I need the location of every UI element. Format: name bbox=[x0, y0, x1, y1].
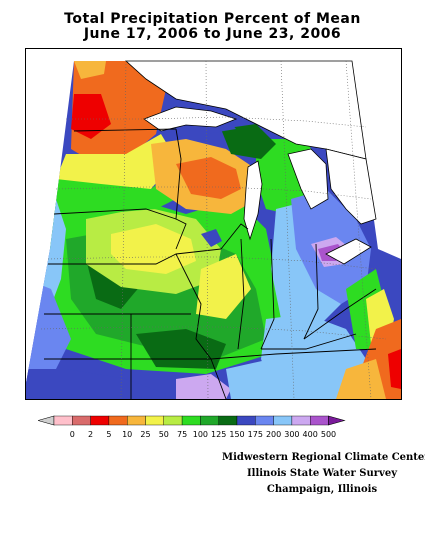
precip-zone-red-southeast bbox=[388, 349, 401, 389]
precip-zone-blue-iowa-spot bbox=[201, 229, 222, 247]
legend-label: 200 bbox=[266, 430, 281, 439]
lake-huron bbox=[287, 148, 329, 210]
legend-swatch bbox=[291, 415, 311, 426]
legend-swatch bbox=[108, 415, 128, 426]
ontario-white bbox=[325, 148, 377, 225]
precip-zone-lightblue-south bbox=[226, 359, 281, 399]
legend-swatch bbox=[273, 415, 293, 426]
lake-erie bbox=[325, 238, 372, 265]
legend-swatch bbox=[145, 415, 164, 426]
great-lakes bbox=[124, 60, 377, 265]
legend-arrow-high bbox=[328, 415, 346, 426]
legend-label: 125 bbox=[211, 430, 226, 439]
lake-superior bbox=[143, 106, 238, 132]
legend-label: 175 bbox=[248, 430, 263, 439]
precip-zone-green-north bbox=[52, 169, 196, 214]
legend-swatch bbox=[218, 415, 238, 426]
legend-label: 400 bbox=[303, 430, 318, 439]
legend-label: 150 bbox=[229, 430, 244, 439]
canada-upper-white bbox=[124, 60, 367, 160]
credit-line-1: Midwestern Regional Climate Center bbox=[222, 452, 425, 463]
credits: Midwestern Regional Climate Center Illin… bbox=[222, 450, 425, 498]
legend-label: 75 bbox=[177, 430, 187, 439]
legend-swatch bbox=[90, 415, 110, 426]
legend-swatch bbox=[163, 415, 183, 426]
map-title: Total Precipitation Percent of Mean June… bbox=[0, 12, 425, 42]
precip-zone-darkgreen-upper bbox=[221, 124, 276, 159]
graticule bbox=[40, 60, 387, 399]
legend-label: 25 bbox=[140, 430, 150, 439]
legend-swatch bbox=[200, 415, 219, 426]
credit-line-3: Champaign, Illinois bbox=[266, 484, 378, 495]
state-boundaries bbox=[44, 128, 377, 399]
precip-zone-lightorange-southeast bbox=[336, 359, 386, 399]
legend-swatch bbox=[72, 415, 91, 426]
legend-label: 10 bbox=[122, 430, 132, 439]
legend-label: 300 bbox=[284, 430, 299, 439]
precip-zone-orange-north bbox=[71, 61, 166, 164]
legend-label: 500 bbox=[321, 430, 336, 439]
lake-michigan bbox=[243, 160, 263, 241]
legend-label: 50 bbox=[159, 430, 169, 439]
title-line-2: June 17, 2006 to June 23, 2006 bbox=[83, 26, 342, 42]
precip-zone-purple-south bbox=[176, 374, 231, 399]
legend-swatch bbox=[236, 415, 256, 426]
legend-swatch bbox=[255, 415, 274, 426]
precip-zone-yellow-inner bbox=[111, 224, 196, 274]
legend-label: 2 bbox=[88, 430, 93, 439]
precip-zone-lightorange-north bbox=[74, 61, 106, 79]
legend-swatch bbox=[126, 415, 146, 426]
credit-line-2: Illinois State Water Survey bbox=[246, 468, 398, 479]
precip-zone-yellow-illinois bbox=[196, 254, 251, 319]
precip-zone-lightblue-southeast bbox=[261, 314, 366, 399]
legend-label: 5 bbox=[106, 430, 111, 439]
precip-zone-orange-wisconsin-core bbox=[176, 157, 241, 199]
precip-zone-red-northwest bbox=[71, 94, 111, 139]
precip-zone-yellow-north bbox=[56, 134, 176, 189]
color-legend: 0 2 5 10 25 50 75 100 125 150 175 200 300 400 500 bbox=[36, 414, 383, 440]
legend-label: 0 bbox=[70, 430, 75, 439]
legend-label: 100 bbox=[193, 430, 208, 439]
precipitation-map bbox=[25, 48, 402, 400]
legend-swatch bbox=[310, 415, 329, 426]
title-line-1: Total Precipitation Percent of Mean bbox=[64, 11, 361, 27]
legend-swatch bbox=[53, 415, 73, 426]
legend-arrow-low bbox=[36, 415, 55, 426]
legend-swatch bbox=[181, 415, 201, 426]
